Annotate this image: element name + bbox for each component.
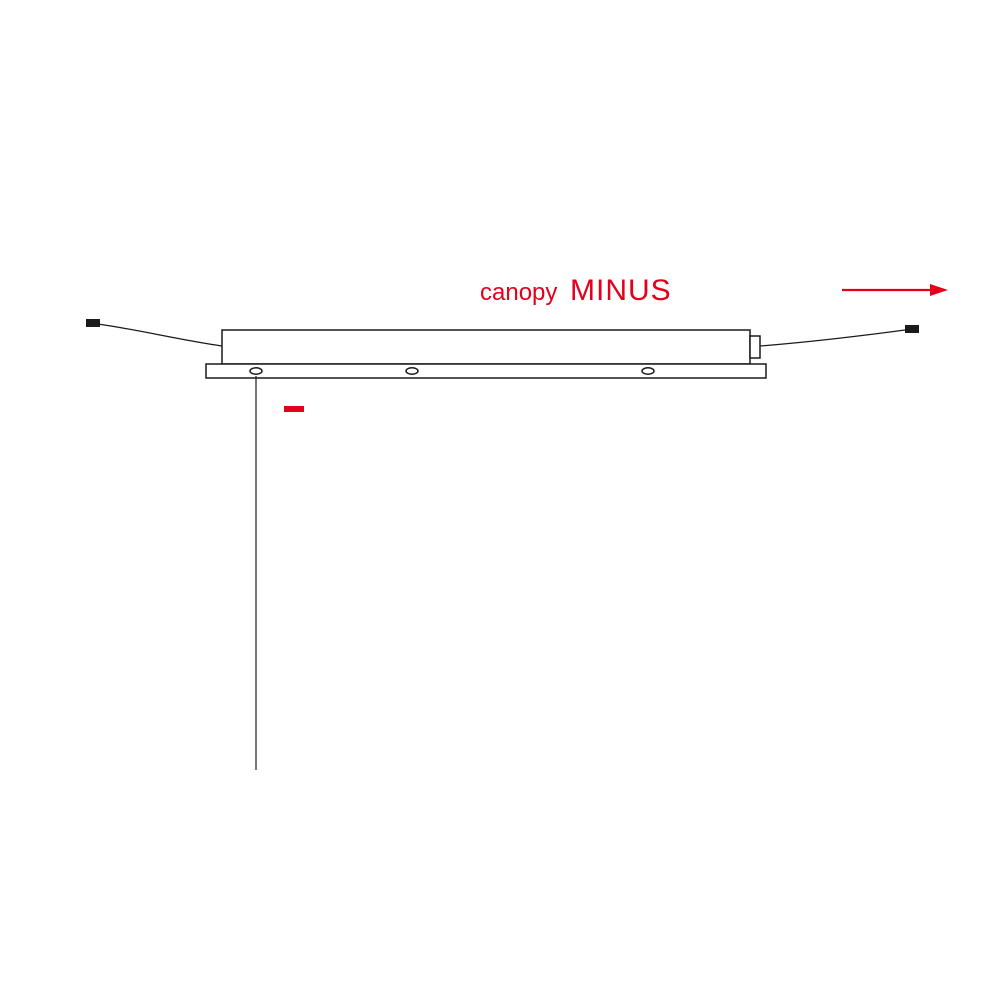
- polarity-minus-icon: [284, 406, 304, 412]
- title-label: canopy MINUS: [480, 274, 672, 307]
- canopy-flange: [206, 364, 766, 378]
- left-wire-terminal: [86, 319, 100, 327]
- canopy-body: [222, 330, 750, 364]
- right-wire-terminal: [905, 325, 919, 333]
- canopy-diagram: canopy MINUS: [0, 0, 1000, 1000]
- title-main: MINUS: [570, 274, 672, 307]
- title-prefix: canopy: [480, 279, 557, 306]
- canopy-end-cap: [750, 336, 760, 358]
- canvas-bg: [0, 0, 1000, 1000]
